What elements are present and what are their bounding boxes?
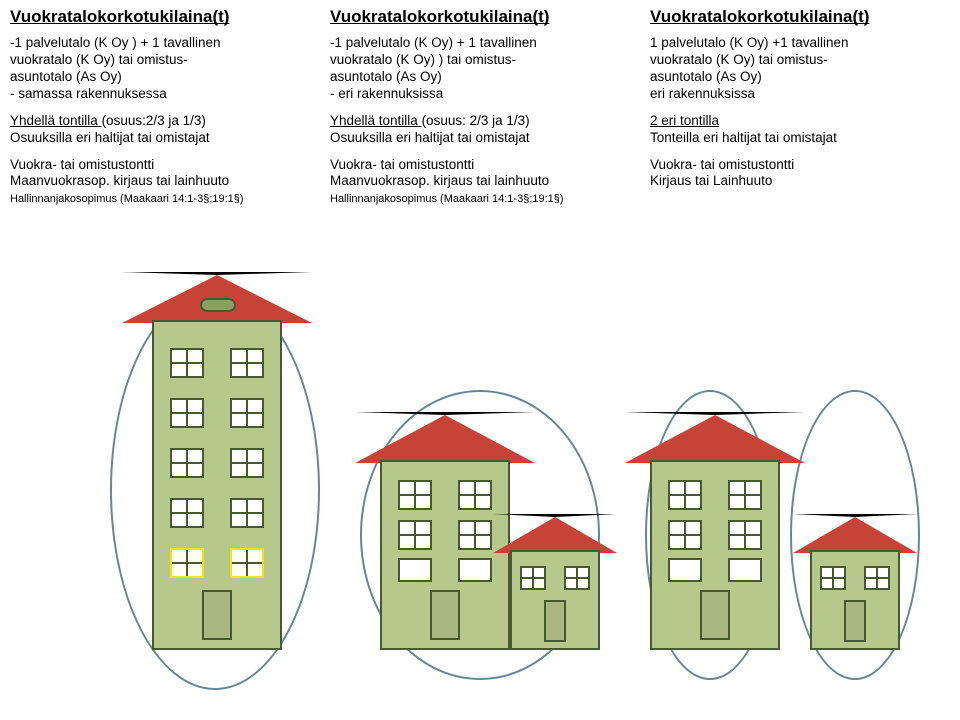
text: 2 eri tontilla [650, 113, 719, 128]
window-icon [398, 558, 432, 582]
columns-row: Vuokratalokorkotukilaina(t) -1 palveluta… [0, 0, 960, 227]
col2-p3: Vuokra- tai omistustontti Maanvuokrasop.… [330, 157, 630, 208]
text: vuokratalo (K Oy) ) tai omistus- [330, 52, 516, 67]
text: -1 palvelutalo (K Oy) + 1 tavallinen [330, 35, 537, 50]
door-icon [700, 590, 730, 640]
column-2: Vuokratalokorkotukilaina(t) -1 palveluta… [320, 0, 640, 227]
text: Vuokra- tai omistustontti [330, 157, 474, 172]
text: asuntotalo (As Oy) [10, 69, 122, 84]
text: Vuokra- tai omistustontti [10, 157, 154, 172]
window-icon [728, 480, 762, 510]
text: Hallinnanjakosopimus (Maakaari 14:1-3§;1… [330, 193, 564, 205]
window-icon [398, 480, 432, 510]
roof-icon [493, 514, 617, 553]
text: Osuuksilla eri haltijat tai omistajat [330, 130, 530, 145]
window-icon [230, 548, 264, 578]
text: (osuus:2/3 ja 1/3) [102, 113, 206, 128]
window-icon [458, 558, 492, 582]
text: Tonteilla eri haltijat tai omistajat [650, 130, 837, 145]
house-mid-big [380, 460, 510, 650]
text: -1 palvelutalo (K Oy ) + 1 tavallinen [10, 35, 220, 50]
window-icon [520, 566, 546, 590]
col3-p2: 2 eri tontilla Tonteilla eri haltijat ta… [650, 113, 950, 147]
chimney-icon [200, 298, 236, 312]
window-icon [170, 498, 204, 528]
window-icon [230, 448, 264, 478]
text: - eri rakennuksissa [330, 86, 443, 101]
house-tall-tower [152, 320, 282, 650]
window-icon [458, 520, 492, 550]
text: 1 palvelutalo (K Oy) +1 tavallinen [650, 35, 849, 50]
window-icon [170, 448, 204, 478]
text: Maanvuokrasop. kirjaus tai lainhuuto [330, 173, 549, 188]
roof-icon [355, 412, 535, 463]
text: vuokratalo (K Oy) tai omistus- [10, 52, 188, 67]
window-icon [668, 520, 702, 550]
door-icon [544, 600, 566, 642]
text: Vuokra- tai omistustontti [650, 157, 794, 172]
col3-p3: Vuokra- tai omistustontti Kirjaus tai La… [650, 157, 950, 191]
door-icon [202, 590, 232, 640]
col2-p1: -1 palvelutalo (K Oy) + 1 tavallinen vuo… [330, 35, 630, 103]
window-icon [668, 480, 702, 510]
door-icon [430, 590, 460, 640]
window-icon [668, 558, 702, 582]
illustration-scene [0, 260, 960, 720]
col3-p1: 1 palvelutalo (K Oy) +1 tavallinen vuokr… [650, 35, 950, 103]
col1-p2: Yhdellä tontilla (osuus:2/3 ja 1/3) Osuu… [10, 113, 310, 147]
text: eri rakennuksissa [650, 86, 755, 101]
text: vuokratalo (K Oy) tai omistus- [650, 52, 828, 67]
col1-title: Vuokratalokorkotukilaina(t) [10, 6, 310, 27]
door-icon [844, 600, 866, 642]
window-icon [230, 398, 264, 428]
text: (osuus: 2/3 ja 1/3) [422, 113, 530, 128]
col1-p3: Vuokra- tai omistustontti Maanvuokrasop.… [10, 157, 310, 208]
col3-title: Vuokratalokorkotukilaina(t) [650, 6, 950, 27]
window-icon [728, 558, 762, 582]
window-icon [398, 520, 432, 550]
text: Hallinnanjakosopimus (Maakaari 14:1-3§;1… [10, 193, 244, 205]
house-mid-small [510, 550, 600, 650]
roof-icon [793, 514, 917, 553]
text: Maanvuokrasop. kirjaus tai lainhuuto [10, 173, 229, 188]
window-icon [864, 566, 890, 590]
col2-p2: Yhdellä tontilla (osuus: 2/3 ja 1/3) Osu… [330, 113, 630, 147]
window-icon [728, 520, 762, 550]
window-icon [564, 566, 590, 590]
window-icon [458, 480, 492, 510]
window-icon [820, 566, 846, 590]
column-1: Vuokratalokorkotukilaina(t) -1 palveluta… [0, 0, 320, 227]
house-right-big [650, 460, 780, 650]
column-3: Vuokratalokorkotukilaina(t) 1 palvelutal… [640, 0, 960, 227]
window-icon [170, 548, 204, 578]
col2-title: Vuokratalokorkotukilaina(t) [330, 6, 630, 27]
window-icon [230, 348, 264, 378]
text: asuntotalo (As Oy) [330, 69, 442, 84]
window-icon [230, 498, 264, 528]
text: Yhdellä tontilla [10, 113, 102, 128]
text: Yhdellä tontilla [330, 113, 422, 128]
text: Osuuksilla eri haltijat tai omistajat [10, 130, 210, 145]
text: asuntotalo (As Oy) [650, 69, 762, 84]
window-icon [170, 348, 204, 378]
col1-p1: -1 palvelutalo (K Oy ) + 1 tavallinen vu… [10, 35, 310, 103]
window-icon [170, 398, 204, 428]
house-right-small [810, 550, 900, 650]
text: Kirjaus tai Lainhuuto [650, 173, 772, 188]
roof-icon [625, 412, 805, 463]
text: - samassa rakennuksessa [10, 86, 167, 101]
